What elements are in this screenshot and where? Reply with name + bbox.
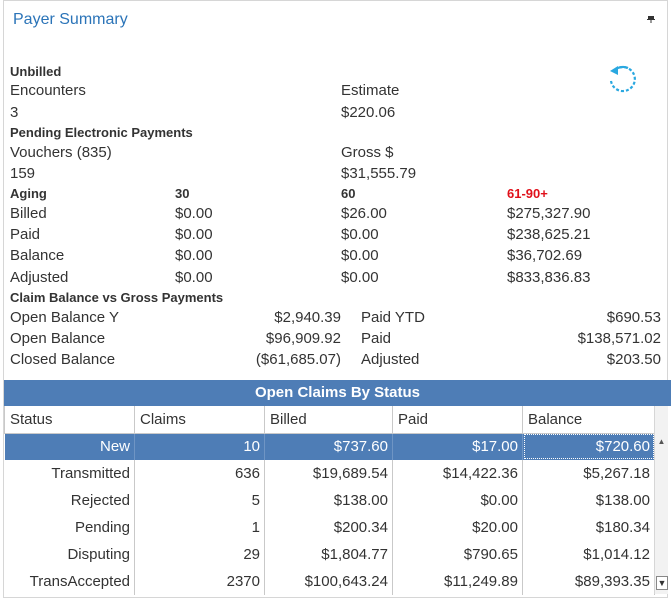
cell-balance: $138.00: [522, 487, 655, 514]
cell-status: Disputing: [4, 541, 135, 568]
paid-ytd-label: Paid YTD: [361, 309, 425, 326]
table-row[interactable]: Disputing 29 $1,804.77 $790.65 $1,014.12: [4, 541, 655, 568]
aging-heading: Aging: [10, 186, 47, 201]
cell-billed: $737.60: [264, 433, 393, 460]
pending-payments-heading: Pending Electronic Payments: [10, 125, 193, 140]
cell-status: Rejected: [4, 487, 135, 514]
column-header-claims[interactable]: Claims: [134, 406, 265, 434]
claim-balance-heading: Claim Balance vs Gross Payments: [10, 290, 224, 305]
table-row[interactable]: TransAccepted 2370 $100,643.24 $11,249.8…: [4, 568, 655, 595]
aging-col-61-90: 61-90+: [507, 186, 548, 201]
closed-balance-value: ($61,685.07): [255, 351, 341, 368]
scroll-down-arrow-icon[interactable]: ▼: [656, 576, 668, 590]
encounters-value: 3: [10, 104, 19, 121]
scroll-up-arrow-icon[interactable]: ▲: [657, 437, 666, 446]
cell-paid: $20.00: [392, 514, 523, 541]
aging-row-billed-30: $0.00: [175, 205, 213, 222]
cell-paid: $790.65: [392, 541, 523, 568]
cell-billed: $1,804.77: [264, 541, 393, 568]
closed-balance-label: Closed Balance: [10, 351, 116, 368]
panel-title: Payer Summary: [13, 11, 128, 28]
table-header-row: Status Claims Billed Paid Balance: [4, 406, 655, 434]
cell-balance: $1,014.12: [522, 541, 655, 568]
cell-claims: 1: [134, 514, 265, 541]
open-balance-label: Open Balance: [10, 330, 106, 347]
cell-paid: $11,249.89: [392, 568, 523, 595]
cell-paid: $0.00: [392, 487, 523, 514]
cell-claims: 29: [134, 541, 265, 568]
gross-label: Gross $: [341, 144, 394, 161]
aging-row-paid-60: $0.00: [341, 226, 379, 243]
column-header-balance[interactable]: Balance: [522, 406, 655, 434]
open-claims-title: Open Claims By Status: [4, 380, 671, 406]
cell-balance: $180.34: [522, 514, 655, 541]
table-row[interactable]: Pending 1 $200.34 $20.00 $180.34: [4, 514, 655, 541]
open-claims-table: Status Claims Billed Paid Balance New 10…: [4, 406, 655, 595]
cell-claims: 2370: [134, 568, 265, 595]
cell-status: Transmitted: [4, 460, 135, 487]
cell-billed: $138.00: [264, 487, 393, 514]
column-header-billed[interactable]: Billed: [264, 406, 393, 434]
cell-status: Pending: [4, 514, 135, 541]
column-header-status[interactable]: Status: [4, 406, 135, 434]
adjusted-label: Adjusted: [361, 351, 420, 368]
cell-claims: 10: [134, 433, 265, 460]
aging-col-60: 60: [341, 186, 356, 201]
pin-icon[interactable]: [647, 15, 655, 23]
paid-value: $138,571.02: [577, 330, 661, 347]
cell-billed: $100,643.24: [264, 568, 393, 595]
encounters-label: Encounters: [10, 82, 86, 99]
aging-col-30: 30: [175, 186, 190, 201]
cell-balance: $720.60: [522, 433, 655, 460]
aging-row-balance-60: $0.00: [341, 247, 379, 264]
aging-row-billed-label: Billed: [10, 205, 47, 222]
paid-ytd-value: $690.53: [606, 309, 661, 326]
open-balance-value: $96,909.92: [265, 330, 341, 347]
gross-value: $31,555.79: [341, 165, 417, 182]
aging-row-adjusted-60: $0.00: [341, 269, 379, 286]
cell-balance: $89,393.35: [522, 568, 655, 595]
table-row[interactable]: Transmitted 636 $19,689.54 $14,422.36 $5…: [4, 460, 655, 487]
open-balance-y-value: $2,940.39: [274, 309, 341, 326]
refresh-icon[interactable]: [606, 62, 640, 96]
aging-row-adjusted-30: $0.00: [175, 269, 213, 286]
table-scrollbar[interactable]: ▲ ▼: [654, 406, 668, 594]
aging-row-balance-90: $36,702.69: [507, 247, 583, 264]
open-balance-y-label: Open Balance Y: [10, 309, 119, 326]
cell-paid: $17.00: [392, 433, 523, 460]
column-header-paid[interactable]: Paid: [392, 406, 523, 434]
vouchers-label: Vouchers (835): [10, 144, 112, 161]
estimate-value: $220.06: [341, 104, 396, 121]
cell-status: TransAccepted: [4, 568, 135, 595]
aging-row-adjusted-label: Adjusted: [10, 269, 69, 286]
vouchers-value: 159: [10, 165, 36, 182]
aging-row-paid-label: Paid: [10, 226, 41, 243]
aging-row-paid-30: $0.00: [175, 226, 213, 243]
table-row[interactable]: New 10 $737.60 $17.00 $720.60: [4, 433, 655, 460]
cell-balance: $5,267.18: [522, 460, 655, 487]
aging-row-billed-90: $275,327.90: [507, 205, 591, 222]
estimate-label: Estimate: [341, 82, 400, 99]
cell-paid: $14,422.36: [392, 460, 523, 487]
cell-claims: 5: [134, 487, 265, 514]
aging-row-balance-30: $0.00: [175, 247, 213, 264]
paid-label: Paid: [361, 330, 392, 347]
aging-row-adjusted-90: $833,836.83: [507, 269, 591, 286]
cell-billed: $200.34: [264, 514, 393, 541]
cell-claims: 636: [134, 460, 265, 487]
cell-status: New: [4, 433, 135, 460]
aging-row-billed-60: $26.00: [341, 205, 387, 222]
unbilled-heading: Unbilled: [10, 64, 62, 79]
cell-billed: $19,689.54: [264, 460, 393, 487]
aging-row-paid-90: $238,625.21: [507, 226, 591, 243]
table-row[interactable]: Rejected 5 $138.00 $0.00 $138.00: [4, 487, 655, 514]
aging-row-balance-label: Balance: [10, 247, 65, 264]
adjusted-value: $203.50: [606, 351, 661, 368]
